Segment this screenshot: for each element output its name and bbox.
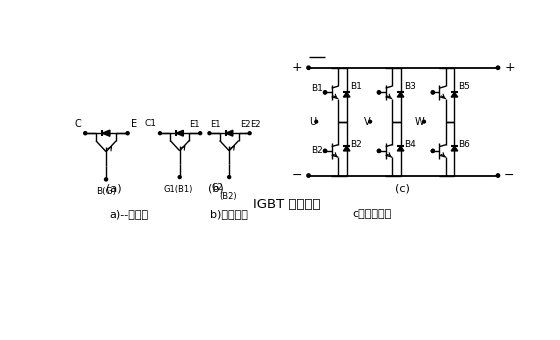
Text: W: W xyxy=(414,117,424,126)
Circle shape xyxy=(423,120,426,123)
Text: +: + xyxy=(504,61,515,74)
Polygon shape xyxy=(226,130,233,136)
Circle shape xyxy=(324,91,326,94)
Text: (a): (a) xyxy=(106,184,122,194)
Text: a)--个单元: a)--个单元 xyxy=(110,209,149,219)
Circle shape xyxy=(208,132,211,135)
Text: C1: C1 xyxy=(144,119,156,128)
Circle shape xyxy=(377,91,380,94)
Circle shape xyxy=(307,66,310,69)
Circle shape xyxy=(377,149,380,152)
Polygon shape xyxy=(176,130,183,136)
Circle shape xyxy=(431,91,435,94)
Text: (c): (c) xyxy=(395,184,410,194)
Text: B2: B2 xyxy=(311,146,323,155)
Text: B4: B4 xyxy=(404,140,416,149)
Circle shape xyxy=(199,132,202,135)
Text: (b): (b) xyxy=(208,184,224,194)
Text: −: − xyxy=(292,169,302,182)
FancyArrowPatch shape xyxy=(388,153,390,156)
Text: IGBT 等效电路: IGBT 等效电路 xyxy=(253,198,321,210)
Circle shape xyxy=(126,132,129,135)
FancyArrowPatch shape xyxy=(108,147,111,151)
Text: E1: E1 xyxy=(210,120,221,129)
Text: B1: B1 xyxy=(351,82,362,91)
Text: B1: B1 xyxy=(311,84,323,93)
Circle shape xyxy=(178,176,181,178)
Text: (B2): (B2) xyxy=(219,192,236,202)
Polygon shape xyxy=(343,92,350,97)
Circle shape xyxy=(324,149,326,152)
Circle shape xyxy=(228,176,231,178)
Text: −: − xyxy=(504,169,515,182)
Circle shape xyxy=(431,149,435,152)
Circle shape xyxy=(377,149,380,152)
Text: E2: E2 xyxy=(241,120,251,129)
Circle shape xyxy=(324,91,326,94)
Text: B3: B3 xyxy=(404,82,416,91)
FancyArrowPatch shape xyxy=(388,94,390,98)
Text: E2: E2 xyxy=(250,120,261,129)
Text: B(G): B(G) xyxy=(96,187,116,196)
Polygon shape xyxy=(451,92,458,97)
Circle shape xyxy=(248,132,251,135)
Text: +: + xyxy=(292,61,302,74)
Text: B6: B6 xyxy=(458,140,470,149)
FancyArrowPatch shape xyxy=(333,153,337,156)
Circle shape xyxy=(431,91,435,94)
Circle shape xyxy=(431,149,435,152)
Circle shape xyxy=(307,174,310,177)
FancyArrowPatch shape xyxy=(181,146,185,150)
Circle shape xyxy=(84,132,87,135)
Circle shape xyxy=(158,132,161,135)
Polygon shape xyxy=(343,146,350,151)
Text: B2: B2 xyxy=(351,140,362,149)
FancyArrowPatch shape xyxy=(441,153,445,156)
Text: C: C xyxy=(74,119,81,129)
Text: V: V xyxy=(363,117,370,126)
FancyArrowPatch shape xyxy=(333,94,337,98)
Text: E: E xyxy=(132,119,138,129)
Text: c）六个单元: c）六个单元 xyxy=(352,209,391,219)
Text: U: U xyxy=(309,117,316,126)
Polygon shape xyxy=(451,146,458,151)
Text: G1(B1): G1(B1) xyxy=(164,185,193,194)
Text: E1: E1 xyxy=(189,120,199,129)
Polygon shape xyxy=(397,92,404,97)
Circle shape xyxy=(377,91,380,94)
Polygon shape xyxy=(397,146,404,151)
Text: B5: B5 xyxy=(458,82,470,91)
Text: b)二个单元: b)二个单元 xyxy=(211,209,248,219)
FancyArrowPatch shape xyxy=(231,146,234,150)
Circle shape xyxy=(369,120,371,123)
FancyArrowPatch shape xyxy=(441,94,445,98)
Polygon shape xyxy=(102,130,110,136)
Circle shape xyxy=(496,174,500,177)
Circle shape xyxy=(105,178,108,181)
Text: G2: G2 xyxy=(212,183,223,192)
Circle shape xyxy=(315,120,318,123)
Circle shape xyxy=(496,66,500,69)
Circle shape xyxy=(324,149,326,152)
